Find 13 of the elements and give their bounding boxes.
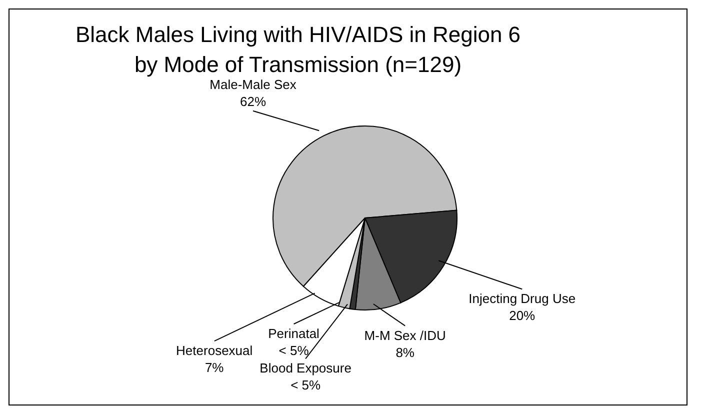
data-label: 20% [509,308,536,324]
data-label: 7% [204,360,224,376]
slice-label: Male-Male Sex [210,76,297,92]
slice-label: Heterosexual [176,343,253,358]
chart-title: Black Males Living with HIV/AIDS in Region 6 by Mode of Transmission (n=129) [75,22,521,77]
slice-label: M-M Sex /IDU [364,328,446,343]
slice-label: Perinatal [268,326,320,341]
slice-label: Blood Exposure [260,360,352,376]
data-label: < 5% [290,378,321,393]
data-label: 62% [240,94,266,109]
slice-label: Injecting Drug Use [468,291,576,306]
data-label: 8% [396,344,415,360]
data-label: < 5% [278,342,310,358]
